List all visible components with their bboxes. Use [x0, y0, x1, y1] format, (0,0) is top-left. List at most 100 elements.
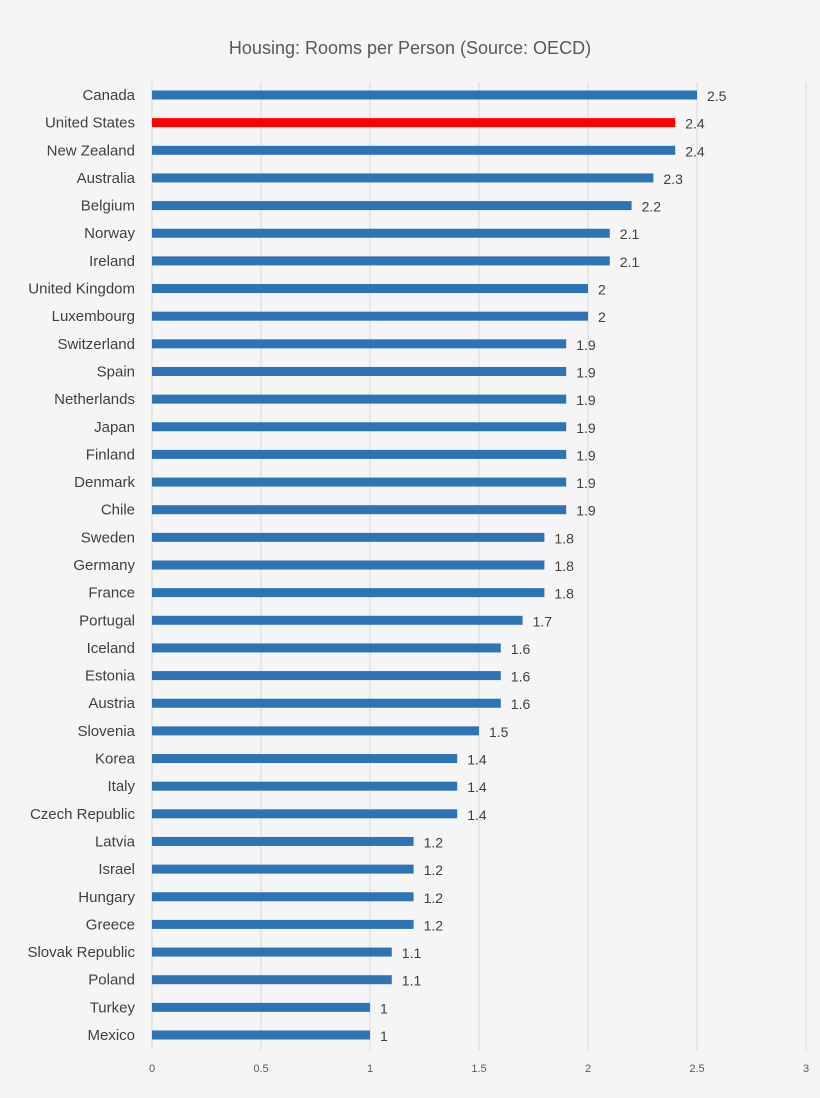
- data-label: 1.9: [576, 392, 596, 408]
- category-label: Israel: [98, 861, 135, 878]
- data-label: 1.9: [576, 337, 596, 353]
- data-label: 1.2: [424, 890, 444, 906]
- data-label: 1.4: [467, 807, 487, 823]
- bar: [152, 284, 588, 294]
- bar: [152, 643, 501, 653]
- data-label: 1.8: [554, 530, 574, 546]
- bar: [152, 809, 458, 819]
- category-label: Japan: [94, 419, 135, 436]
- data-label: 2.1: [620, 226, 640, 242]
- data-label: 1.6: [511, 669, 531, 685]
- bar: [152, 836, 414, 846]
- category-label: Spain: [97, 363, 135, 380]
- category-label: Estonia: [85, 668, 136, 685]
- data-label: 1.8: [554, 586, 574, 602]
- bar: [152, 394, 567, 404]
- bar: [152, 532, 545, 542]
- data-label: 1: [380, 1000, 388, 1016]
- category-label: Iceland: [87, 640, 135, 657]
- data-label: 2.5: [707, 88, 727, 104]
- category-label: New Zealand: [47, 142, 135, 159]
- bar: [152, 1002, 370, 1012]
- category-label: Belgium: [81, 198, 135, 215]
- category-label: Czech Republic: [30, 806, 136, 823]
- category-label: Netherlands: [54, 391, 135, 408]
- bar: [152, 311, 588, 321]
- category-label: Sweden: [81, 529, 135, 546]
- bar: [152, 173, 654, 183]
- category-label: Germany: [73, 557, 135, 574]
- chart-title: Housing: Rooms per Person (Source: OECD): [228, 38, 592, 58]
- data-label: 1.4: [467, 779, 487, 795]
- data-label: 2: [598, 282, 606, 298]
- category-label: Poland: [88, 972, 135, 989]
- category-label: Finland: [86, 446, 135, 463]
- x-tick-label: 0: [149, 1063, 155, 1075]
- bar: [152, 1030, 370, 1040]
- data-label: 1.8: [554, 558, 574, 574]
- data-label: 1.7: [533, 613, 553, 629]
- x-tick-label: 1: [367, 1063, 373, 1075]
- data-label: 1.2: [424, 862, 444, 878]
- category-label: Canada: [82, 87, 135, 104]
- x-tick-label: 2: [585, 1063, 591, 1075]
- data-label: 1.6: [511, 696, 531, 712]
- category-label: Turkey: [90, 999, 136, 1016]
- category-label: France: [88, 585, 135, 602]
- data-label: 1.9: [576, 447, 596, 463]
- category-label: Denmark: [74, 474, 135, 491]
- category-label: Latvia: [95, 833, 136, 850]
- bar: [152, 90, 697, 100]
- category-label: Switzerland: [57, 336, 135, 353]
- x-tick-label: 0.5: [253, 1063, 268, 1075]
- data-label: 1.4: [467, 752, 487, 768]
- data-label: 1.6: [511, 641, 531, 657]
- bar: [152, 118, 676, 128]
- data-label: 2.3: [663, 171, 683, 187]
- bar: [152, 449, 567, 459]
- category-label: Portugal: [79, 612, 135, 629]
- category-label: Australia: [77, 170, 136, 187]
- bar: [152, 919, 414, 929]
- x-tick-label: 1.5: [471, 1063, 486, 1075]
- bar: [152, 366, 567, 376]
- category-label: Hungary: [78, 889, 135, 906]
- bar: [152, 477, 567, 487]
- bar: [152, 588, 545, 598]
- data-label: 1.9: [576, 503, 596, 519]
- category-label: Ireland: [89, 253, 135, 270]
- bar: [152, 754, 458, 764]
- data-label: 1.5: [489, 724, 509, 740]
- bar: [152, 256, 610, 266]
- category-label: Greece: [86, 916, 135, 933]
- bar: [152, 726, 479, 736]
- bar: [152, 145, 676, 155]
- data-label: 1.9: [576, 420, 596, 436]
- data-label: 2.1: [620, 254, 640, 270]
- category-label: Slovenia: [77, 723, 135, 740]
- data-label: 1.1: [402, 945, 422, 961]
- data-label: 1.9: [576, 364, 596, 380]
- category-label: Austria: [88, 695, 135, 712]
- data-label: 1.2: [424, 834, 444, 850]
- data-label: 1.1: [402, 973, 422, 989]
- category-label: Luxembourg: [52, 308, 135, 325]
- data-label: 1.9: [576, 475, 596, 491]
- bar: [152, 505, 567, 515]
- bar: [152, 560, 545, 570]
- category-label: Mexico: [87, 1027, 135, 1044]
- data-label: 2.4: [685, 143, 705, 159]
- bar: [152, 339, 567, 349]
- category-label: United States: [45, 115, 135, 132]
- x-tick-label: 3: [803, 1063, 809, 1075]
- data-label: 1.2: [424, 917, 444, 933]
- bar: [152, 864, 414, 874]
- category-label: Chile: [101, 502, 135, 519]
- bar: [152, 947, 392, 957]
- data-label: 2.4: [685, 116, 705, 132]
- category-label: Korea: [95, 751, 136, 768]
- data-label: 1: [380, 1028, 388, 1044]
- data-label: 2.2: [642, 199, 662, 215]
- bar: [152, 698, 501, 708]
